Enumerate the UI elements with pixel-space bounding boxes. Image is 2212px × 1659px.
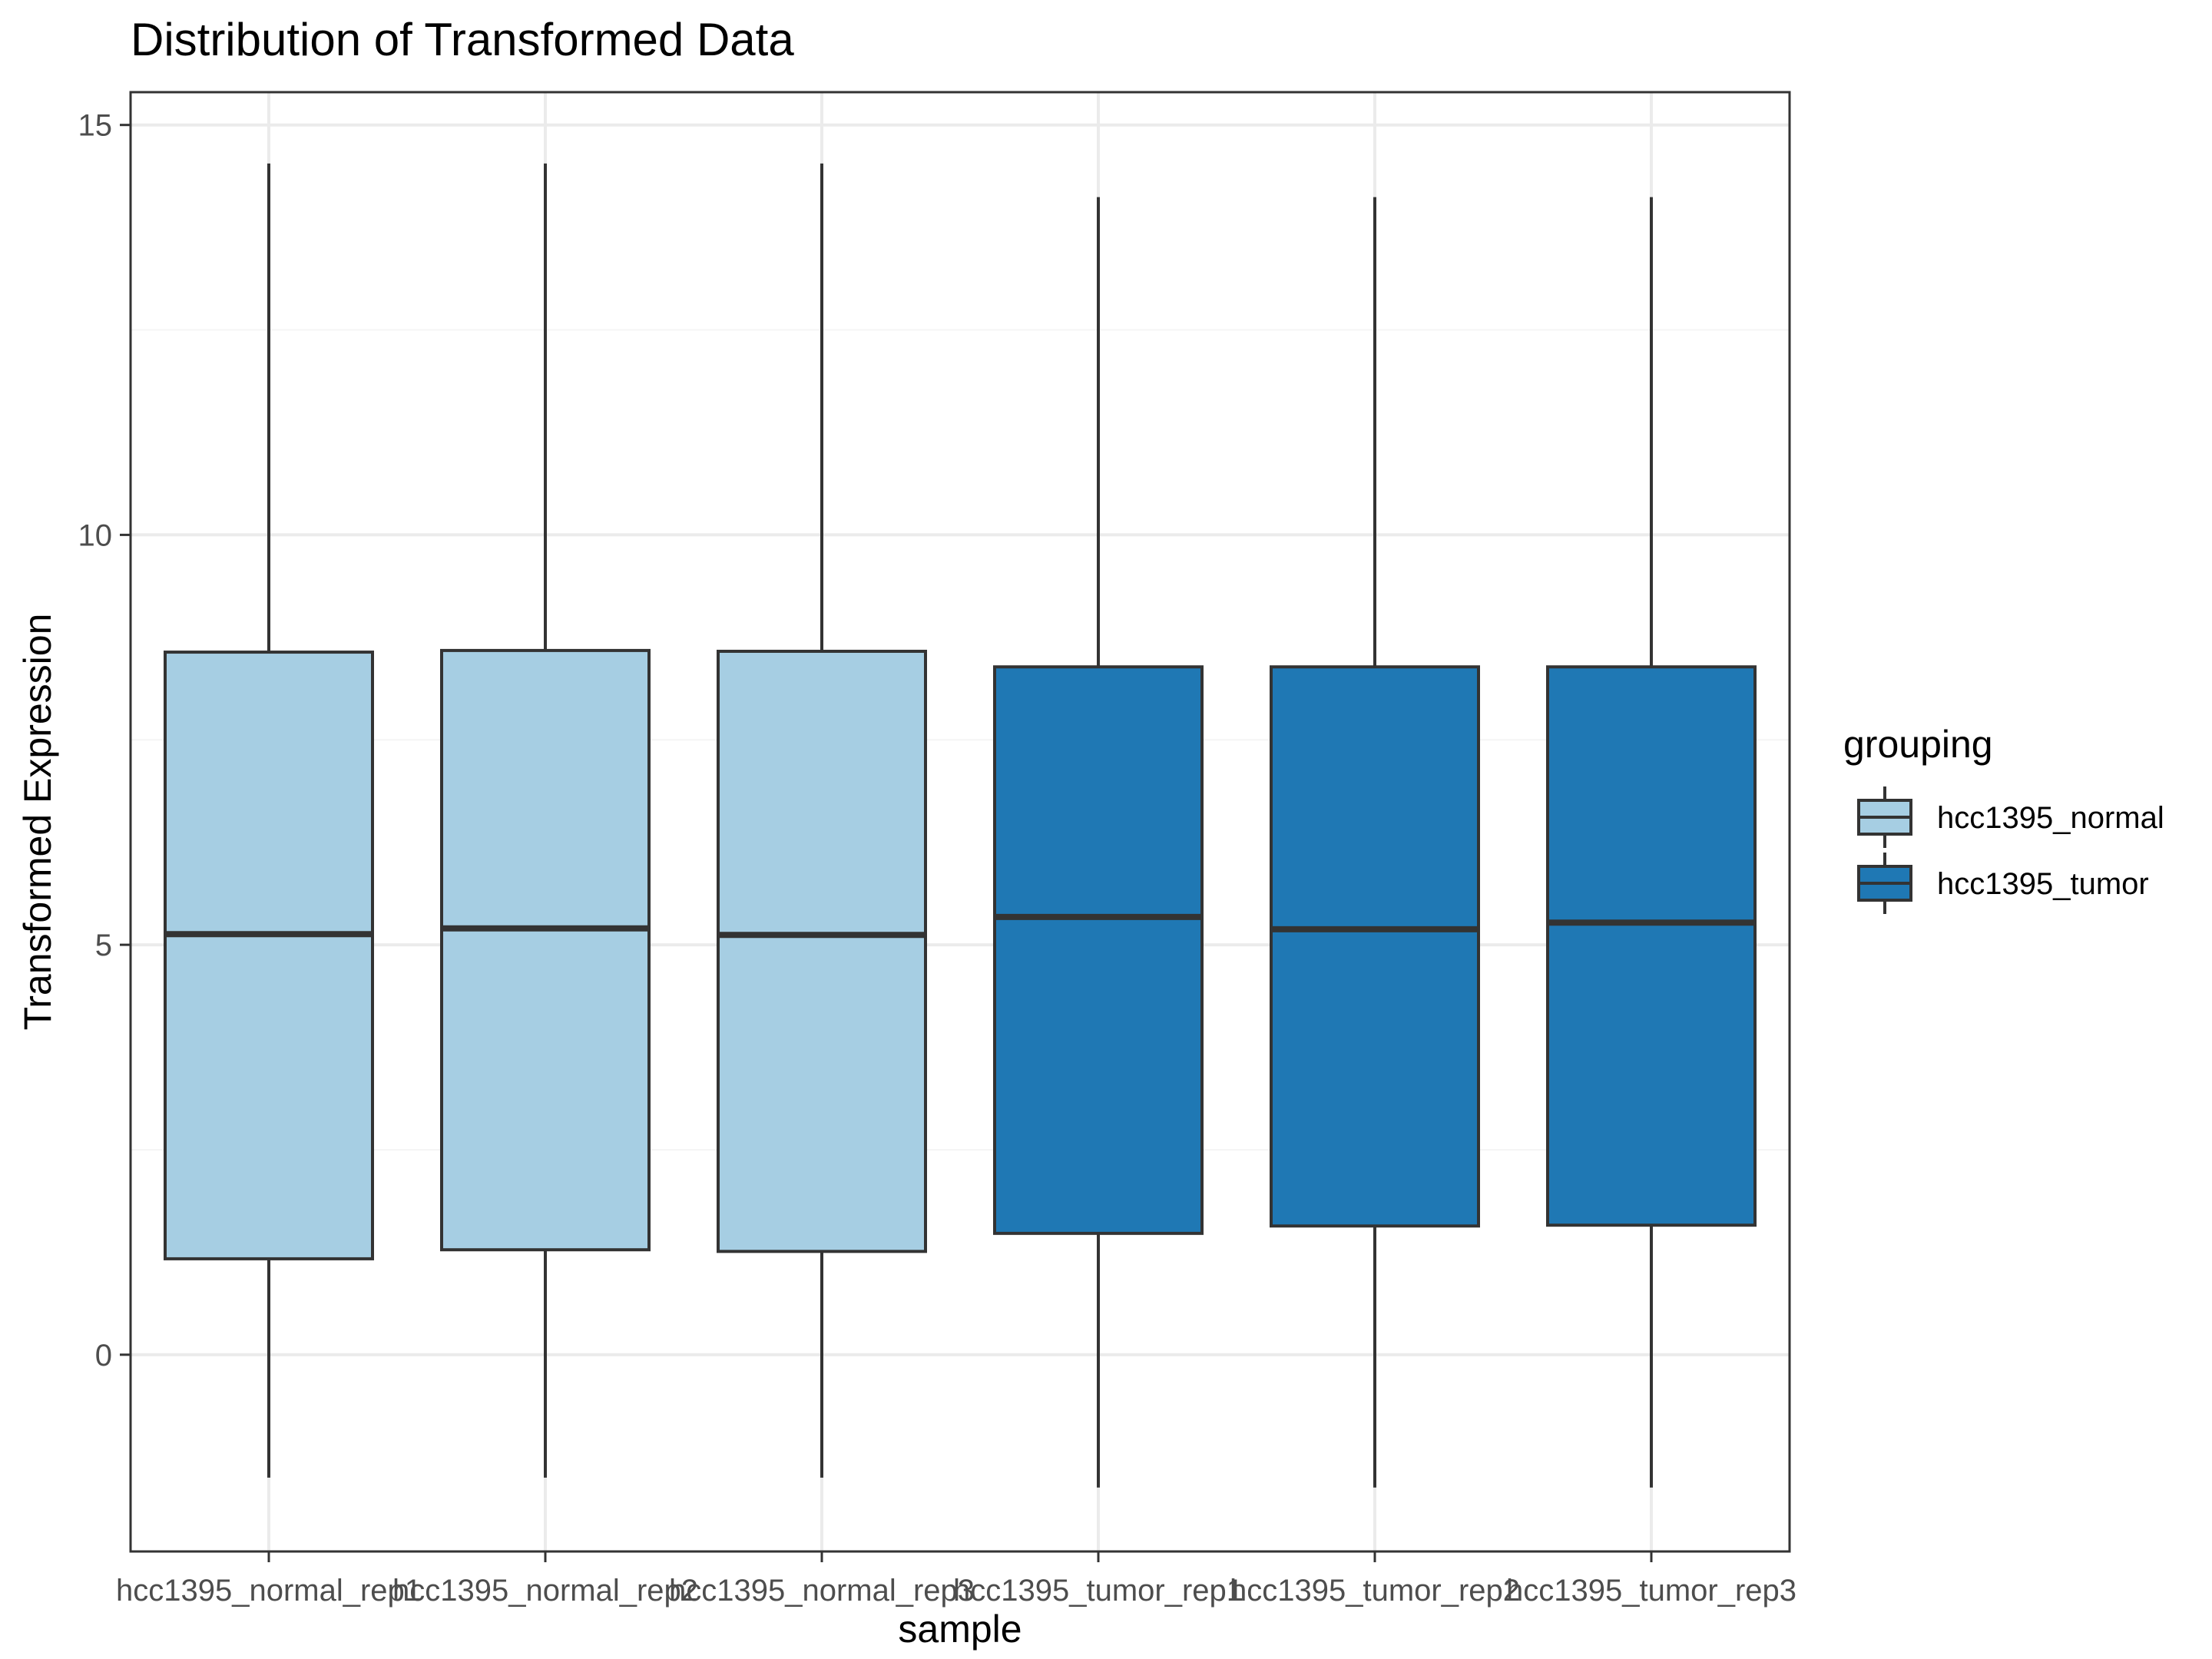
box-iqr <box>717 649 927 1253</box>
x-axis: hcc1395_normal_rep1hcc1395_normal_rep2hc… <box>116 1551 1796 1608</box>
legend-title: grouping <box>1843 723 1993 766</box>
grid-lines <box>131 92 1790 1551</box>
y-tick-label: 15 <box>78 109 113 143</box>
x-tick-label: hcc1395_normal_rep3 <box>669 1574 975 1608</box>
panel-border <box>129 91 1791 1553</box>
box-hcc1395_tumor_rep3 <box>1546 197 1757 1488</box>
box-hcc1395_tumor_rep1 <box>993 197 1204 1488</box>
chart-title: Distribution of Transformed Data <box>131 14 794 65</box>
y-axis: 0 5 10 15 <box>78 109 131 1373</box>
legend-item-hcc1395_tumor: hcc1395_tumor <box>1857 853 2149 914</box>
box-iqr <box>993 665 1204 1235</box>
box-iqr <box>1546 665 1757 1227</box>
box-hcc1395_normal_rep1 <box>164 163 374 1478</box>
box-hcc1395_normal_rep3 <box>717 163 927 1478</box>
y-tick-label: 10 <box>78 518 113 552</box>
x-tick-label: hcc1395_tumor_rep3 <box>1506 1574 1796 1608</box>
x-tick-label: hcc1395_normal_rep2 <box>392 1574 698 1608</box>
legend-label: hcc1395_normal <box>1937 801 2164 835</box>
box-iqr <box>164 651 374 1260</box>
x-tick-label: hcc1395_normal_rep1 <box>116 1574 422 1608</box>
box-iqr <box>440 648 651 1252</box>
panel-background <box>131 92 1790 1551</box>
legend-label: hcc1395_tumor <box>1937 867 2149 901</box>
x-tick-label: hcc1395_tumor_rep2 <box>1230 1574 1520 1608</box>
box-hcc1395_normal_rep2 <box>440 163 651 1478</box>
x-axis-title: sample <box>898 1608 1022 1651</box>
y-tick-label: 5 <box>95 929 112 962</box>
box-hcc1395_tumor_rep2 <box>1270 197 1480 1488</box>
boxes-layer <box>164 163 1757 1488</box>
x-tick-label: hcc1395_tumor_rep1 <box>953 1574 1243 1608</box>
y-axis-title: Transformed Expression <box>16 614 59 1031</box>
legend-item-hcc1395_normal: hcc1395_normal <box>1857 786 2164 848</box>
legend: grouping hcc1395_normal hcc1395_tumor <box>1843 723 2164 914</box>
y-tick-label: 0 <box>95 1339 112 1373</box>
box-iqr <box>1270 665 1480 1228</box>
